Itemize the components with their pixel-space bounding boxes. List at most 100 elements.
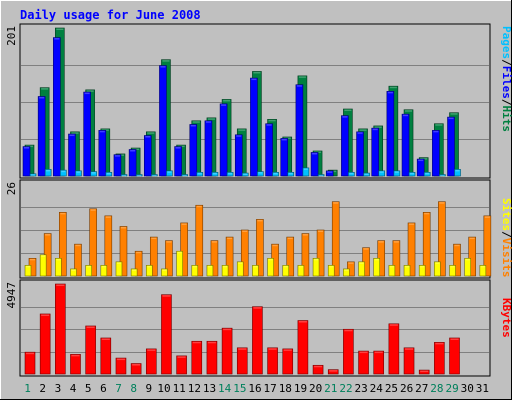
x-tick-label-16: 16 <box>248 382 261 395</box>
legend-bottom: KBytes <box>500 298 512 338</box>
x-tick-label-30: 30 <box>461 382 474 395</box>
bar-highlight <box>357 132 363 134</box>
bar-files-day-29 <box>447 116 455 177</box>
x-tick-label-4: 4 <box>70 382 77 395</box>
bar-highlight <box>327 171 333 173</box>
x-tick-label-13: 13 <box>203 382 216 395</box>
bar-highlight <box>151 237 157 240</box>
bar-highlight <box>329 265 334 268</box>
bar-sites-day-12 <box>191 265 199 277</box>
bar-highlight <box>41 314 50 316</box>
legend-entry-files: Files <box>500 66 512 99</box>
bar-highlight <box>266 124 272 126</box>
bar-highlight <box>177 251 182 254</box>
chart-panels: 201 26 4947 <box>5 23 492 377</box>
bar-kbytes-day-26 <box>403 347 415 375</box>
bar-sites-day-15 <box>236 261 244 277</box>
bar-pages-day-27 <box>423 172 431 177</box>
legend-entry-slash: / <box>500 231 512 238</box>
bar-visits-day-30 <box>468 236 476 277</box>
x-tick-label-29: 29 <box>445 382 458 395</box>
bar-pages-day-13 <box>211 172 219 177</box>
bar-highlight <box>258 172 263 174</box>
bar-highlight <box>454 244 460 247</box>
bar-highlight <box>190 124 196 127</box>
bar-pages-day-12 <box>196 172 204 177</box>
x-tick-label-9: 9 <box>146 382 153 395</box>
x-tick-label-12: 12 <box>188 382 201 395</box>
legend-entry-slash: / <box>500 59 512 66</box>
bar-sites-day-2 <box>39 254 47 277</box>
x-tick-label-3: 3 <box>55 382 62 395</box>
x-tick-label-18: 18 <box>279 382 292 395</box>
bar-pages-day-19 <box>302 167 310 177</box>
bar-files-day-1 <box>22 146 31 177</box>
bar-sites-day-20 <box>312 258 320 277</box>
bar-pages-day-10 <box>166 170 173 177</box>
x-tick-label-10: 10 <box>157 382 170 395</box>
bar-highlight <box>120 226 126 229</box>
bar-highlight <box>378 241 384 243</box>
bar-sites-day-27 <box>418 265 426 277</box>
bar-pages-day-26 <box>408 172 416 177</box>
bar-visits-day-26 <box>407 222 416 277</box>
bar-highlight <box>273 172 278 175</box>
bar-highlight <box>342 116 348 118</box>
bar-files-day-9 <box>143 135 152 177</box>
bar-highlight <box>420 370 429 373</box>
bar-files-day-4 <box>68 133 76 177</box>
bar-pages-day-15 <box>241 172 249 177</box>
bar-files-day-25 <box>386 91 395 177</box>
bar-highlight <box>136 251 142 254</box>
bar-highlight <box>41 88 49 90</box>
x-tick-label-19: 19 <box>294 382 307 395</box>
bar-highlight <box>435 262 440 264</box>
bar-highlight <box>86 265 91 268</box>
bar-highlight <box>181 223 187 225</box>
bar-sites-day-21 <box>327 265 335 277</box>
legend-entry-slash: / <box>500 99 512 106</box>
bar-pages-day-28 <box>439 174 446 177</box>
bar-files-day-5 <box>83 91 91 177</box>
bar-highlight <box>26 352 34 355</box>
bar-kbytes-day-25 <box>388 323 400 375</box>
x-axis-labels: 1 2 3 4 5 6 7 8 9 10 11 12 13 14 15 16 17 18 19 20 21 22 23 24 2… <box>24 382 489 395</box>
bar-sites-day-17 <box>267 258 274 277</box>
panel-kbytes: 4947 <box>5 279 491 377</box>
bar-kbytes-day-4 <box>70 354 81 375</box>
bar-highlight <box>379 171 384 173</box>
bar-highlight <box>60 212 66 215</box>
bar-files-day-10 <box>159 65 167 177</box>
bar-kbytes-day-22 <box>343 328 354 375</box>
bar-highlight <box>162 269 167 271</box>
bar-files-day-23 <box>356 131 364 177</box>
bar-sites-day-5 <box>85 265 92 277</box>
bar-kbytes-day-5 <box>85 325 96 375</box>
bar-kbytes-day-11 <box>176 355 187 375</box>
legend-entry-hits: Hits <box>500 106 512 133</box>
panel-max-label: 4947 <box>5 282 18 309</box>
bar-highlight <box>91 172 96 174</box>
bar-highlight <box>268 258 273 261</box>
bar-files-day-21 <box>325 170 334 177</box>
bar-pages-day-8 <box>135 174 143 177</box>
bar-highlight <box>344 269 349 271</box>
bar-highlight <box>197 172 202 175</box>
legend-entry-sites: Sites <box>500 198 512 231</box>
bar-pages-day-16 <box>257 171 264 177</box>
bar-sites-day-26 <box>403 265 411 277</box>
bar-visits-day-29 <box>453 243 461 277</box>
bar-kbytes-day-28 <box>434 342 445 375</box>
bar-highlight <box>137 175 142 177</box>
bar-highlight <box>268 119 276 122</box>
bar-highlight <box>76 171 81 173</box>
bar-visits-day-5 <box>89 208 97 277</box>
bar-highlight <box>393 241 399 243</box>
bar-highlight <box>433 130 439 133</box>
bar-sites-day-30 <box>464 258 471 277</box>
bar-highlight <box>223 328 232 331</box>
bar-files-day-15 <box>234 134 243 177</box>
bar-highlight <box>162 295 171 297</box>
bar-kbytes-day-27 <box>418 369 430 375</box>
bar-files-day-28 <box>432 130 440 177</box>
